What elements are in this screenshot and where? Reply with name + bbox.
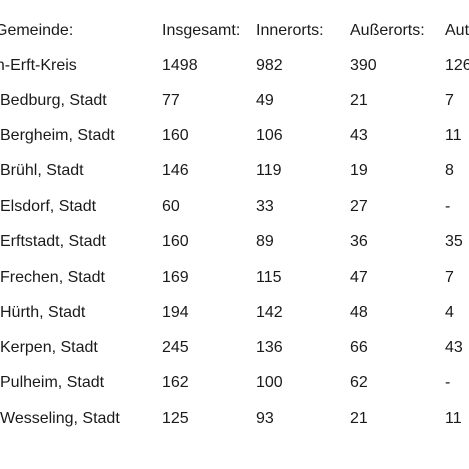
- cell-ausserorts: 390: [350, 57, 377, 74]
- table-row: Wesseling, Stadt 125 93 21 11: [0, 408, 469, 443]
- cell-insgesamt: 162: [162, 374, 189, 391]
- cell-insgesamt: 1498: [162, 57, 198, 74]
- cell-innerorts: 982: [256, 57, 283, 74]
- cell-insgesamt: 146: [162, 162, 189, 179]
- cell-gemeinde: Pulheim, Stadt: [0, 374, 105, 391]
- cell-insgesamt: 60: [162, 198, 180, 215]
- header-insgesamt: Insgesamt:: [162, 22, 241, 39]
- cell-innerorts: 33: [256, 198, 274, 215]
- cell-gemeinde: Frechen, Stadt: [0, 269, 105, 286]
- cell-innerorts: 49: [256, 92, 274, 109]
- cell-innerorts: 93: [256, 410, 274, 427]
- cell-autobahn: 4: [445, 304, 454, 321]
- cell-insgesamt: 160: [162, 127, 189, 144]
- table-row: Pulheim, Stadt 162 100 62 -: [0, 372, 469, 407]
- cell-innerorts: 115: [256, 269, 282, 286]
- table-row: Brühl, Stadt 146 119 19 8: [0, 160, 469, 195]
- cell-insgesamt: 194: [162, 304, 189, 321]
- cell-gemeinde: Kerpen, Stadt: [0, 339, 98, 356]
- table-row: Rhein-Erft-Kreis 1498 982 390 126: [0, 55, 469, 90]
- cell-gemeinde: Wesseling, Stadt: [0, 410, 120, 427]
- cell-innerorts: 106: [256, 127, 283, 144]
- cell-innerorts: 119: [256, 162, 282, 179]
- cell-insgesamt: 125: [162, 410, 189, 427]
- cell-autobahn: 11: [445, 127, 462, 144]
- cell-insgesamt: 245: [162, 339, 189, 356]
- table-row: Kerpen, Stadt 245 136 66 43: [0, 337, 469, 372]
- cell-ausserorts: 66: [350, 339, 368, 356]
- header-innerorts: Innerorts:: [256, 22, 324, 39]
- header-gemeinde: Gemeinde:: [0, 22, 74, 39]
- cell-autobahn: 7: [445, 269, 454, 286]
- cell-gemeinde: Bergheim, Stadt: [0, 127, 115, 144]
- cell-autobahn: 126: [445, 57, 469, 74]
- cell-autobahn: 7: [445, 92, 454, 109]
- table-header-row: Gemeinde: Insgesamt: Innerorts: Außerort…: [0, 20, 469, 55]
- cell-autobahn: 43: [445, 339, 463, 356]
- cell-ausserorts: 48: [350, 304, 368, 321]
- table-row: Bergheim, Stadt 160 106 43 11: [0, 125, 469, 160]
- table-row: Elsdorf, Stadt 60 33 27 -: [0, 196, 469, 231]
- cell-innerorts: 100: [256, 374, 283, 391]
- cell-autobahn: 11: [445, 410, 462, 427]
- cell-ausserorts: 27: [350, 198, 368, 215]
- cell-ausserorts: 19: [350, 162, 368, 179]
- cell-ausserorts: 62: [350, 374, 368, 391]
- cell-ausserorts: 21: [350, 92, 368, 109]
- table-row: Erftstadt, Stadt 160 89 36 35: [0, 231, 469, 266]
- cell-autobahn: 35: [445, 233, 463, 250]
- cell-gemeinde: Elsdorf, Stadt: [0, 198, 97, 215]
- cell-gemeinde: Bedburg, Stadt: [0, 92, 107, 109]
- cell-ausserorts: 21: [350, 410, 368, 427]
- cell-gemeinde: Rhein-Erft-Kreis: [0, 57, 77, 74]
- cell-ausserorts: 47: [350, 269, 368, 286]
- cell-gemeinde: Brühl, Stadt: [0, 162, 84, 179]
- cell-autobahn: -: [445, 198, 451, 215]
- cell-innerorts: 136: [256, 339, 283, 356]
- cell-innerorts: 89: [256, 233, 274, 250]
- table-row: Frechen, Stadt 169 115 47 7: [0, 267, 469, 302]
- cell-gemeinde: Hürth, Stadt: [0, 304, 86, 321]
- cell-insgesamt: 160: [162, 233, 189, 250]
- header-ausserorts: Außerorts:: [350, 22, 425, 39]
- table-row: Hürth, Stadt 194 142 48 4: [0, 302, 469, 337]
- cell-ausserorts: 43: [350, 127, 368, 144]
- cell-autobahn: -: [445, 374, 451, 391]
- cell-ausserorts: 36: [350, 233, 368, 250]
- cell-autobahn: 8: [445, 162, 454, 179]
- cell-gemeinde: Erftstadt, Stadt: [0, 233, 106, 250]
- cell-insgesamt: 77: [162, 92, 180, 109]
- table-row: Bedburg, Stadt 77 49 21 7: [0, 90, 469, 125]
- cell-insgesamt: 169: [162, 269, 189, 286]
- header-autobahn: Aut: [445, 22, 469, 39]
- cell-innerorts: 142: [256, 304, 283, 321]
